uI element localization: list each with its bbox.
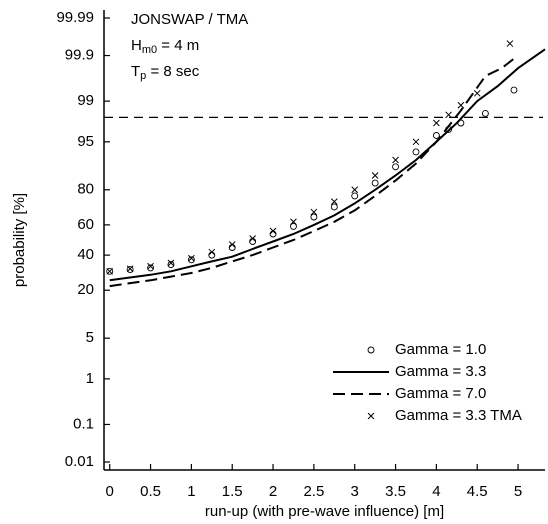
x-tick-label: 2: [269, 483, 277, 500]
x-tick-label: 3.5: [385, 483, 406, 500]
data-point: [412, 148, 420, 156]
x-tick-label: 4: [432, 483, 440, 500]
y-tick-label: 80: [77, 181, 94, 198]
data-point: [126, 266, 134, 274]
data-point: [457, 101, 465, 109]
data-point: [269, 230, 277, 238]
legend-marker: [367, 412, 375, 420]
data-point: [310, 208, 318, 216]
x-tick-label: 0.5: [140, 483, 161, 500]
data-point: [167, 259, 175, 267]
legend-marker: [367, 346, 375, 354]
x-tick-label: 0: [106, 483, 114, 500]
data-point: [432, 132, 440, 139]
data-point: [351, 186, 359, 194]
data-point: [506, 40, 514, 47]
data-point: [147, 262, 154, 270]
legend-label: Gamma = 1.0: [395, 341, 486, 358]
annotation-subscript: m0: [142, 44, 157, 56]
data-point: [473, 89, 481, 97]
y-tick-label: 99: [77, 92, 94, 109]
data-point: [371, 179, 379, 187]
annotation-text: = 8 sec: [146, 63, 199, 80]
series-line: [109, 48, 546, 282]
data-point: [269, 227, 277, 235]
legend-label: Gamma = 7.0: [395, 385, 486, 402]
x-tick-label: 2.5: [303, 483, 324, 500]
data-point: [290, 222, 297, 230]
x-tick-label: 4.5: [467, 483, 488, 500]
annotation-text: = 4 m: [157, 37, 199, 54]
data-point: [351, 192, 359, 200]
data-point: [187, 256, 195, 264]
annotation-text: H: [131, 37, 142, 54]
data-point: [310, 213, 318, 221]
y-tick-label: 0.01: [65, 453, 94, 470]
data-point: [106, 267, 114, 275]
y-tick-label: 99.99: [56, 9, 94, 26]
y-tick-label: 5: [86, 329, 94, 346]
data-point: [510, 86, 518, 94]
data-point: [371, 172, 379, 179]
data-point: [445, 111, 452, 119]
legend-label: Gamma = 3.3: [395, 363, 486, 380]
data-point: [392, 156, 399, 164]
data-point: [106, 267, 114, 275]
y-tick-label: 95: [77, 133, 94, 150]
data-point: [188, 254, 195, 262]
annotation: JONSWAP / TMA: [131, 11, 248, 28]
legend-label: Gamma = 3.3 TMA: [395, 407, 522, 424]
y-axis-label: probability [%]: [11, 193, 28, 287]
y-tick-label: 40: [77, 246, 94, 263]
data-point: [167, 261, 175, 269]
x-tick-label: 1.5: [222, 483, 243, 500]
data-point: [330, 198, 338, 205]
annotation-text: T: [131, 63, 140, 80]
annotation: Hm0 = 4 m: [131, 37, 199, 56]
data-point: [330, 203, 338, 211]
series-line: [109, 54, 519, 288]
data-point: [147, 264, 155, 272]
data-point: [481, 109, 489, 117]
data-point: [228, 241, 236, 248]
x-tick-label: 1: [187, 483, 195, 500]
data-point: [228, 244, 236, 251]
y-tick-label: 1: [86, 370, 94, 387]
data-point: [290, 218, 297, 226]
x-tick-label: 3: [351, 483, 359, 500]
y-tick-label: 99.9: [65, 47, 94, 64]
y-tick-label: 0.1: [73, 415, 94, 432]
y-tick-label: 20: [77, 281, 94, 298]
data-point: [249, 235, 256, 242]
data-point: [433, 119, 440, 127]
annotation: Tp = 8 sec: [131, 63, 200, 82]
x-tick-label: 5: [514, 483, 522, 500]
data-point: [126, 265, 134, 273]
data-point: [208, 248, 216, 256]
annotation-subscript: p: [140, 70, 146, 82]
data-point: [412, 138, 420, 146]
data-point: [392, 163, 399, 171]
data-point: [208, 251, 216, 259]
x-axis-label: run-up (with pre-wave influence) [m]: [205, 503, 444, 520]
annotation-text: JONSWAP / TMA: [131, 11, 248, 28]
y-tick-label: 60: [77, 216, 94, 233]
data-point: [249, 238, 257, 245]
